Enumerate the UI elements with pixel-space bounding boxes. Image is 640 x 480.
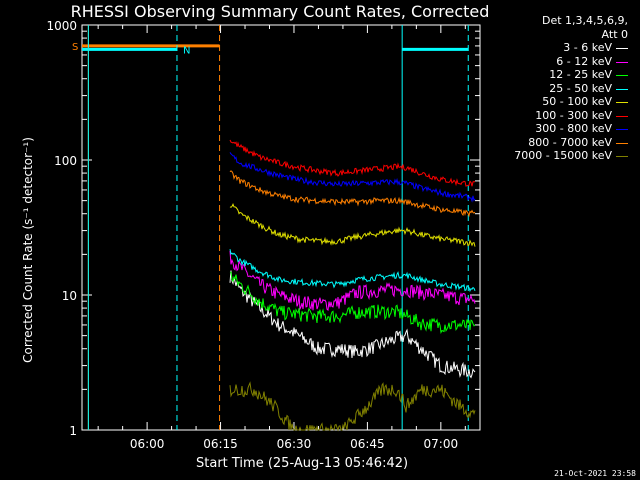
- legend-entry: 300 - 800 keV: [480, 122, 630, 136]
- series-line-5: [229, 139, 476, 187]
- series-line-2: [229, 271, 476, 335]
- plot-frame: [81, 24, 481, 431]
- legend-entries: 3 - 6 keV 6 - 12 keV 12 - 25 keV 25 - 50 ke…: [480, 41, 630, 163]
- legend-swatch: [616, 156, 628, 157]
- legend-label: 3 - 6 keV: [563, 41, 612, 54]
- legend: Det 1,3,4,5,6,9, Att 0 3 - 6 keV 6 - 12 k…: [480, 14, 630, 163]
- series-line-6: [229, 152, 476, 203]
- x-tick-label: 06:00: [130, 437, 165, 451]
- legend-entry: 7000 - 15000 keV: [480, 149, 630, 163]
- series-line-1: [229, 250, 476, 311]
- series-line-3: [229, 249, 476, 293]
- legend-label: 300 - 800 keV: [535, 122, 612, 135]
- legend-label: 12 - 25 keV: [549, 68, 612, 81]
- x-tick-label: 06:45: [350, 437, 385, 451]
- footer-timestamp: 21-Oct-2021 23:58: [554, 469, 636, 478]
- legend-entry: 25 - 50 keV: [480, 82, 630, 96]
- legend-swatch: [616, 61, 628, 63]
- x-tick-label: 06:15: [203, 437, 238, 451]
- chart-title: RHESSI Observing Summary Count Rates, Co…: [71, 2, 490, 21]
- legend-swatch: [616, 142, 628, 144]
- legend-entry: 100 - 300 keV: [480, 109, 630, 123]
- x-axis-label: Start Time (25-Aug-13 05:46:42): [196, 456, 408, 471]
- x-tick-label: 07:00: [424, 437, 459, 451]
- series-line-4: [229, 203, 476, 247]
- legend-label: 7000 - 15000 keV: [514, 149, 612, 162]
- series-line-7: [229, 170, 476, 218]
- y-tick-label: 1000: [46, 19, 77, 33]
- y-tick-label: 1: [69, 424, 77, 438]
- plot-area: 1 10 100 1000 06:00 06:15 06:30 06:45 07:00 S N: [46, 19, 481, 451]
- legend-header-line-2: Att 0: [601, 27, 628, 41]
- legend-swatch: [616, 75, 628, 76]
- series-line-0: [229, 270, 476, 379]
- legend-entry: 50 - 100 keV: [480, 95, 630, 109]
- y-tick-label: 100: [54, 154, 77, 168]
- night-flag: N: [183, 45, 190, 56]
- legend-label: 800 - 7000 keV: [528, 135, 612, 149]
- legend-swatch: [616, 88, 628, 90]
- legend-swatch: [616, 129, 628, 130]
- legend-label: 50 - 100 keV: [542, 95, 612, 108]
- legend-swatch: [616, 102, 628, 103]
- legend-header-line-1: Det 1,3,4,5,6,9,: [541, 14, 628, 27]
- legend-swatch: [616, 48, 628, 49]
- series-line-8: [229, 381, 476, 432]
- legend-swatch: [616, 115, 628, 117]
- saa-flag: S: [72, 42, 78, 53]
- legend-entry: 6 - 12 keV: [480, 55, 630, 69]
- legend-label: 100 - 300 keV: [535, 108, 612, 122]
- legend-entry: 800 - 7000 keV: [480, 136, 630, 150]
- x-tick-label: 06:30: [277, 437, 312, 451]
- legend-label: 6 - 12 keV: [556, 54, 612, 68]
- y-tick-label: 10: [62, 289, 77, 303]
- legend-label: 25 - 50 keV: [549, 81, 612, 95]
- y-axis-label: Corrected Count Rate (s⁻¹ detector⁻¹): [21, 137, 35, 363]
- legend-entry: 12 - 25 keV: [480, 68, 630, 82]
- legend-entry: 3 - 6 keV: [480, 41, 630, 55]
